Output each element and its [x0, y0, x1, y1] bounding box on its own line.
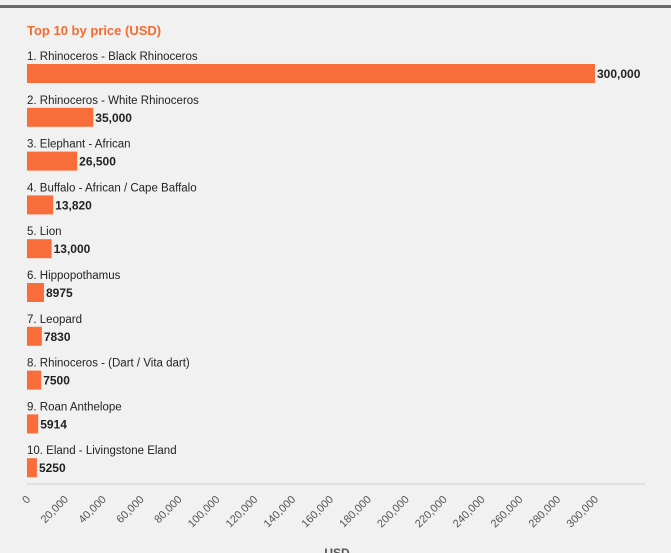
data-label: 26,500	[79, 155, 116, 169]
x-tick-label: 280,000	[527, 494, 564, 531]
x-tick-label: 260,000	[489, 494, 526, 531]
data-label: 13,820	[55, 198, 92, 212]
bar[interactable]	[27, 458, 37, 478]
data-label: 35,000	[95, 111, 132, 125]
bar[interactable]	[27, 64, 595, 83]
data-label: 13,000	[54, 242, 91, 256]
data-label: 5914	[40, 417, 67, 431]
bar[interactable]	[27, 195, 54, 215]
category-label: 5. Lion	[27, 226, 62, 238]
bar[interactable]	[27, 239, 52, 259]
x-tick-label: 300,000	[565, 494, 602, 531]
bar[interactable]	[27, 326, 42, 346]
data-label: 300,000	[597, 67, 641, 81]
chart-title: Top 10 by price (USD)	[27, 23, 162, 38]
x-tick-label: 60,000	[114, 494, 146, 526]
data-label: 7830	[44, 330, 71, 344]
category-label: 9. Roan Anthelope	[27, 401, 122, 413]
data-label: 7500	[43, 374, 70, 388]
x-tick-label: 120,000	[224, 494, 261, 531]
bar[interactable]	[27, 107, 94, 127]
category-label: 8. Rhinoceros - (Dart / Vita dart)	[27, 358, 190, 370]
bar[interactable]	[27, 370, 42, 390]
bar[interactable]	[27, 151, 78, 171]
x-tick-label: 220,000	[413, 494, 450, 531]
x-tick-label: 40,000	[77, 494, 109, 526]
data-label: 5250	[39, 461, 66, 475]
bar[interactable]	[27, 414, 39, 434]
category-label: 10. Eland - Livingstone Eland	[27, 445, 177, 457]
category-label: 7. Leopard	[27, 314, 82, 326]
x-tick-label: 0	[20, 494, 33, 507]
category-label: 4. Buffalo - African / Cape Baffalo	[27, 182, 197, 194]
x-axis-title: USD	[324, 546, 350, 553]
x-tick-label: 160,000	[299, 494, 336, 531]
x-tick-label: 200,000	[375, 494, 412, 531]
category-label: 6. Hippopothamus	[27, 270, 121, 282]
data-label: 8975	[46, 286, 73, 300]
x-tick-label: 100,000	[186, 494, 223, 531]
x-tick-label: 240,000	[451, 494, 488, 531]
x-tick-label: 20,000	[39, 494, 71, 526]
x-tick-label: 80,000	[152, 494, 184, 526]
category-label: 3. Elephant - African	[27, 139, 131, 151]
x-tick-label: 140,000	[262, 494, 299, 531]
bar[interactable]	[27, 283, 44, 302]
x-tick-label: 180,000	[337, 494, 374, 531]
category-label: 2. Rhinoceros - White Rhinoceros	[27, 95, 199, 107]
top-divider	[0, 5, 671, 8]
category-label: 1. Rhinoceros - Black Rhinoceros	[27, 51, 198, 63]
